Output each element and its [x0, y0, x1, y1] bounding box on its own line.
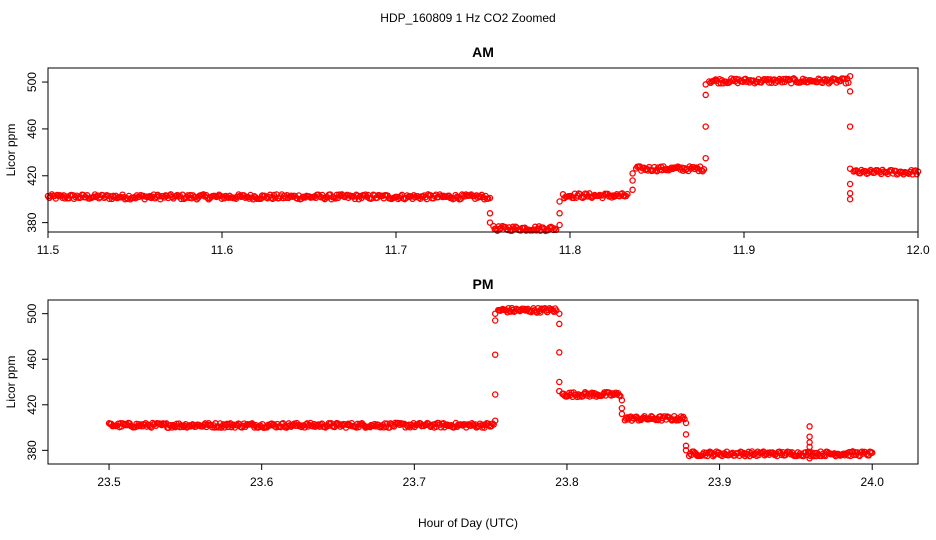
y-tick-label: 500	[25, 303, 39, 323]
plot-frame	[47, 299, 919, 465]
figure-title: HDP_160809 1 Hz CO2 Zoomed	[380, 11, 555, 25]
y-tick-label: 460	[25, 119, 39, 139]
x-tick-label: 24.0	[861, 475, 885, 489]
x-tick-label: 23.5	[97, 475, 121, 489]
y-tick-label: 500	[25, 72, 39, 92]
figure-xlabel: Hour of Day (UTC)	[418, 516, 518, 530]
data-point	[486, 219, 494, 226]
data-points	[44, 72, 922, 235]
data-point	[782, 75, 790, 83]
data-point	[682, 431, 690, 438]
panel-title: AM	[472, 44, 494, 60]
panel-title: PM	[473, 276, 494, 292]
data-point	[682, 442, 690, 450]
data-point	[336, 191, 343, 198]
data-point	[551, 225, 559, 232]
data-point	[681, 415, 688, 423]
data-point	[846, 180, 854, 188]
data-point	[556, 349, 563, 356]
y-axis-label: Licor ppm	[4, 124, 18, 177]
y-tick-label: 460	[25, 349, 39, 369]
data-point	[702, 81, 709, 88]
data-point	[618, 404, 626, 412]
data-point	[806, 433, 813, 440]
data-point	[618, 410, 626, 418]
y-axis-label: Licor ppm	[4, 356, 18, 409]
data-point	[629, 177, 636, 184]
plot-frame	[47, 67, 919, 233]
data-point	[556, 378, 563, 386]
data-point	[357, 421, 365, 428]
data-point	[491, 310, 499, 317]
data-point	[629, 170, 636, 177]
panel-pm: PM Licor ppm 23.5 23.6 23.7 23.8 23.9 24.0 380 42…	[4, 276, 919, 489]
x-tick-label: 23.8	[555, 475, 579, 489]
y-tick-label: 420	[25, 394, 39, 414]
data-point	[700, 166, 708, 173]
data-point	[556, 221, 563, 229]
data-point	[339, 192, 347, 199]
data-point	[213, 424, 220, 431]
y-tick-label: 380	[25, 440, 39, 460]
data-point	[486, 210, 494, 217]
data-point	[556, 198, 563, 205]
data-point	[702, 123, 709, 130]
data-point	[649, 167, 657, 174]
data-point	[636, 415, 644, 423]
data-point	[287, 192, 295, 199]
data-point	[624, 190, 631, 198]
y-tick-label: 380	[25, 212, 39, 232]
data-point	[491, 351, 499, 358]
data-point	[845, 79, 852, 86]
x-tick-label: 12.0	[906, 243, 930, 257]
data-point	[806, 439, 813, 446]
data-point	[806, 423, 813, 430]
x-tick-label: 11.8	[559, 243, 582, 257]
data-point	[702, 154, 709, 162]
data-point	[556, 210, 563, 217]
data-point	[618, 396, 626, 404]
panel-am: AM Licor ppm 11.5 11.6 11.7 11.8 11.9 12.0 380 42…	[4, 44, 930, 257]
data-point	[846, 195, 854, 203]
data-point	[629, 186, 636, 194]
data-point	[491, 417, 499, 424]
data-point	[481, 195, 488, 203]
x-tick-label: 11.6	[211, 243, 234, 257]
data-point	[211, 424, 218, 431]
data-point	[868, 449, 876, 456]
data-point	[491, 317, 499, 324]
x-tick-label: 11.9	[733, 243, 756, 257]
data-point	[846, 88, 854, 95]
data-point	[821, 76, 829, 83]
x-tick-label: 23.9	[708, 475, 732, 489]
data-point	[846, 165, 854, 172]
data-point	[556, 310, 563, 317]
data-point	[136, 193, 143, 200]
data-point	[490, 421, 497, 428]
y-tick-label: 420	[25, 165, 39, 185]
data-point	[491, 391, 499, 398]
x-tick-label: 23.6	[250, 475, 274, 489]
data-point	[778, 79, 786, 86]
data-point	[556, 320, 563, 328]
x-tick-label: 11.5	[37, 243, 60, 257]
data-point	[888, 166, 895, 174]
data-point	[662, 166, 670, 174]
data-point	[702, 91, 709, 99]
x-tick-label: 23.7	[403, 475, 427, 489]
data-point	[846, 123, 854, 130]
data-point	[486, 194, 494, 202]
data-point	[682, 419, 690, 427]
data-point	[806, 455, 813, 462]
data-points	[105, 304, 876, 462]
data-point	[332, 195, 339, 202]
data-point	[556, 387, 563, 395]
data-point	[846, 190, 854, 197]
data-point	[682, 447, 690, 454]
x-tick-label: 11.7	[385, 243, 408, 257]
data-point	[846, 72, 854, 80]
